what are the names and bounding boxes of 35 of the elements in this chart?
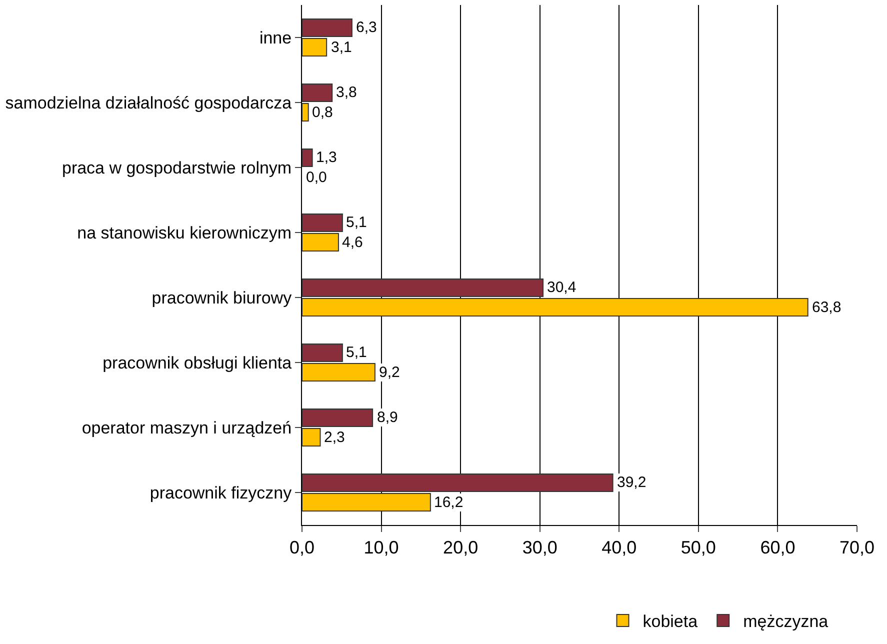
x-tick-label: 60,0: [760, 538, 796, 558]
y-tick-label: samodzielna działalność gospodarcza: [5, 93, 292, 112]
y-tick-label: pracownik biurowy: [152, 288, 292, 308]
data-label: 4,6: [342, 234, 363, 251]
x-tick-label: 40,0: [602, 538, 637, 558]
x-tick-label: 70,0: [839, 538, 875, 558]
y-tick-label: praca w gospodarstwie rolnym: [62, 158, 292, 178]
data-label: 5,1: [346, 344, 367, 361]
y-tick-label: operator maszyn i urządzeń: [82, 418, 292, 438]
data-label: 30,4: [547, 279, 576, 296]
data-label: 9,2: [379, 364, 400, 381]
data-label: 8,9: [377, 409, 398, 426]
y-tick-label: pracownik fizyczny: [150, 483, 292, 502]
data-label: 3,8: [336, 84, 357, 101]
x-tick-label: 10,0: [364, 538, 399, 558]
x-tick-label: 50,0: [680, 538, 716, 558]
y-tick-label: pracownik obsługi klienta: [102, 353, 292, 372]
data-label: 0,8: [312, 104, 333, 121]
data-label: 6,3: [356, 19, 377, 36]
y-tick-label: inne: [259, 28, 292, 48]
legend-label: kobieta: [642, 612, 698, 632]
data-label: 1,3: [316, 149, 337, 166]
data-label: 0,0: [306, 169, 327, 186]
data-label: 63,8: [812, 299, 842, 316]
bar: [302, 148, 313, 168]
x-tick-label: 0,0: [289, 538, 315, 558]
data-label: 2,3: [324, 429, 345, 446]
data-label: 39,2: [617, 474, 646, 491]
legend-label: mężczyzna: [743, 612, 829, 632]
x-tick-label: 30,0: [522, 538, 558, 558]
data-label: 5,1: [346, 214, 367, 231]
x-tick-label: 20,0: [443, 538, 478, 558]
data-label: 16,2: [434, 494, 464, 511]
y-tick-label: na stanowisku kierowniczym: [77, 223, 292, 242]
data-label: 3,1: [331, 39, 352, 56]
